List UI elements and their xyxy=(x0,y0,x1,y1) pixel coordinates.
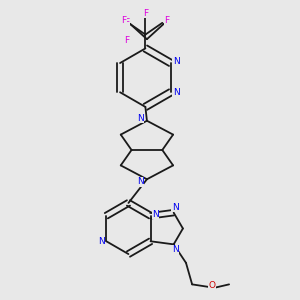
Text: F: F xyxy=(164,16,169,25)
Text: N: N xyxy=(172,202,178,211)
Text: N: N xyxy=(173,88,180,98)
Text: F: F xyxy=(164,18,169,27)
Text: N: N xyxy=(137,114,143,123)
Text: N: N xyxy=(172,245,178,254)
Text: O: O xyxy=(208,281,216,290)
Text: N: N xyxy=(98,237,105,246)
Text: N: N xyxy=(152,210,159,219)
Text: F: F xyxy=(124,18,130,27)
Text: N: N xyxy=(173,57,180,66)
Text: F: F xyxy=(143,8,148,17)
Text: F: F xyxy=(121,16,126,25)
Text: N: N xyxy=(137,177,143,186)
Text: F: F xyxy=(124,36,130,45)
